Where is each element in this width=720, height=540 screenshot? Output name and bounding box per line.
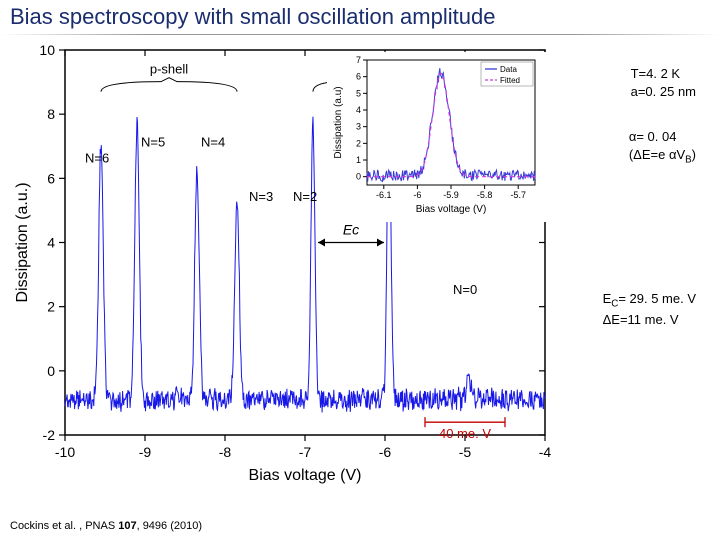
svg-text:Bias voltage (V): Bias voltage (V) — [416, 204, 487, 215]
svg-text:2: 2 — [356, 138, 361, 148]
svg-text:Ec: Ec — [343, 222, 359, 238]
svg-text:8: 8 — [47, 106, 55, 122]
svg-text:-8: -8 — [219, 444, 232, 460]
svg-text:N=3: N=3 — [249, 189, 273, 204]
svg-text:4: 4 — [47, 235, 55, 251]
svg-text:7: 7 — [356, 55, 361, 65]
svg-text:N=2: N=2 — [293, 189, 317, 204]
svg-text:Dissipation (a.u.): Dissipation (a.u.) — [14, 182, 31, 302]
svg-text:N=4: N=4 — [201, 134, 225, 149]
svg-text:4: 4 — [356, 105, 361, 115]
svg-text:-2: -2 — [43, 427, 56, 443]
svg-text:5: 5 — [356, 88, 361, 98]
svg-text:Bias voltage (V): Bias voltage (V) — [249, 467, 362, 484]
svg-text:Dissipation (a.u): Dissipation (a.u) — [333, 86, 344, 158]
svg-text:0: 0 — [47, 363, 55, 379]
delta-e-value: ΔE=11 me. V — [603, 311, 696, 329]
svg-text:3: 3 — [356, 122, 361, 132]
svg-text:6: 6 — [47, 170, 55, 186]
page-title: Bias spectroscopy with small oscillation… — [10, 4, 495, 30]
svg-text:-6: -6 — [413, 190, 421, 200]
svg-text:N=5: N=5 — [141, 134, 165, 149]
svg-text:N=0: N=0 — [453, 282, 477, 297]
svg-text:-6: -6 — [379, 444, 392, 460]
svg-text:0: 0 — [356, 172, 361, 182]
svg-text:1: 1 — [356, 155, 361, 165]
svg-text:-7: -7 — [299, 444, 312, 460]
temperature-label: T=4. 2 K — [631, 65, 696, 83]
citation: Cockins et al. , PNAS 107, 9496 (2010) — [10, 520, 202, 532]
dissipation-chart: -10-9-8-7-6-5-4-20246810Bias voltage (V)… — [10, 40, 570, 500]
svg-text:p-shell: p-shell — [150, 62, 188, 77]
alpha-formula: (ΔE=e αVB) — [629, 146, 696, 167]
alpha-box: α= 0. 04 (ΔE=e αVB) — [629, 128, 696, 166]
ec-value: EC= 29. 5 me. V — [603, 290, 696, 311]
svg-text:-10: -10 — [55, 444, 75, 460]
svg-text:40 me. V: 40 me. V — [439, 426, 491, 441]
svg-text:-5.7: -5.7 — [510, 190, 526, 200]
svg-text:10: 10 — [39, 42, 55, 58]
svg-text:-6.1: -6.1 — [376, 190, 392, 200]
svg-text:-9: -9 — [139, 444, 152, 460]
conditions-box: T=4. 2 K a=0. 25 nm — [631, 65, 696, 100]
chart-area: -10-9-8-7-6-5-4-20246810Bias voltage (V)… — [10, 40, 570, 500]
svg-text:-4: -4 — [539, 444, 552, 460]
svg-text:Fitted: Fitted — [500, 76, 520, 85]
svg-text:-5.9: -5.9 — [443, 190, 459, 200]
energy-box: EC= 29. 5 me. V ΔE=11 me. V — [603, 290, 696, 328]
alpha-value: α= 0. 04 — [629, 128, 696, 146]
svg-text:6: 6 — [356, 72, 361, 82]
svg-text:Data: Data — [500, 65, 517, 74]
svg-text:N=6: N=6 — [85, 150, 109, 165]
svg-text:-5.8: -5.8 — [477, 190, 493, 200]
amplitude-label: a=0. 25 nm — [631, 83, 696, 101]
title-rule — [0, 34, 720, 35]
svg-text:2: 2 — [47, 299, 55, 315]
svg-text:-5: -5 — [459, 444, 472, 460]
